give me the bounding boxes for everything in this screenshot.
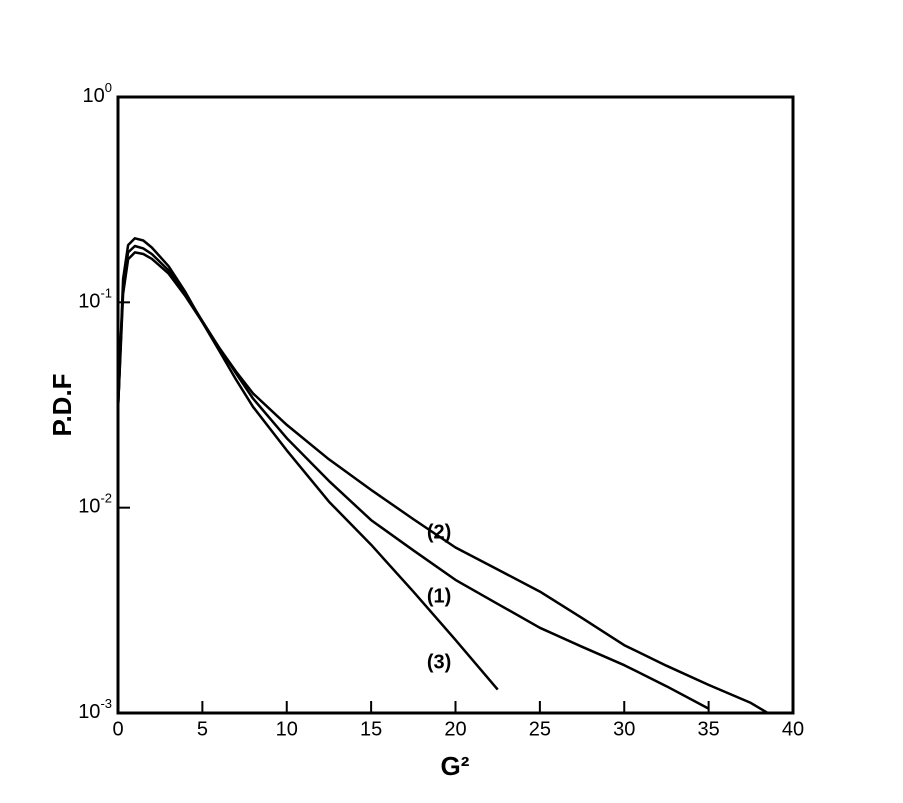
y-tick-base: 10 [78,496,100,518]
annotation: (2) [427,522,451,544]
x-tick-label: 20 [444,718,466,740]
x-tick-label: 10 [276,718,298,740]
y-tick-label: 100 [83,80,112,107]
data-line [116,244,710,710]
x-tick-label: 40 [782,718,804,740]
x-tick-label: 15 [360,718,382,740]
x-tick-label: 30 [613,718,635,740]
y-tick-exponent: 0 [105,80,112,95]
x-tick-label: 35 [698,718,720,740]
y-axis-label: P.D.F [47,373,77,436]
y-tick-exponent: -3 [100,696,112,711]
x-tick-label: 25 [529,718,551,740]
y-tick-label: 10-1 [78,286,112,313]
x-axis-label: G² [441,751,470,781]
y-tick-exponent: -2 [100,491,112,506]
y-tick-label: 10-2 [78,491,112,518]
x-tick-label: 0 [112,718,123,740]
y-tick-base: 10 [83,85,105,107]
y-tick-label: 10-3 [78,696,112,723]
y-tick-base: 10 [78,291,100,313]
y-tick-exponent: -1 [100,286,112,301]
x-tick-label: 5 [197,718,208,740]
y-tick-base: 10 [78,701,100,723]
annotation: (3) [427,651,451,673]
data-line [116,237,499,691]
annotation: (1) [427,585,451,607]
plot-frame [116,95,795,715]
data-line [116,251,769,715]
